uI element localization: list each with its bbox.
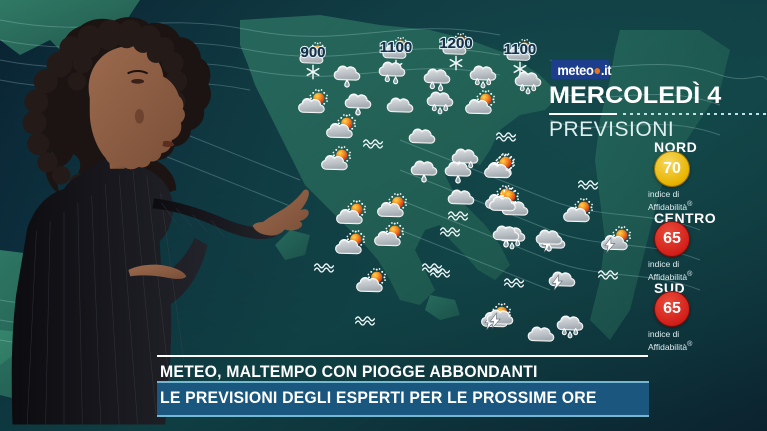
svg-text:1200: 1200 bbox=[439, 35, 472, 52]
svg-text:1100: 1100 bbox=[380, 39, 413, 56]
svg-text:1100: 1100 bbox=[504, 41, 537, 58]
svg-text:900: 900 bbox=[300, 44, 325, 61]
